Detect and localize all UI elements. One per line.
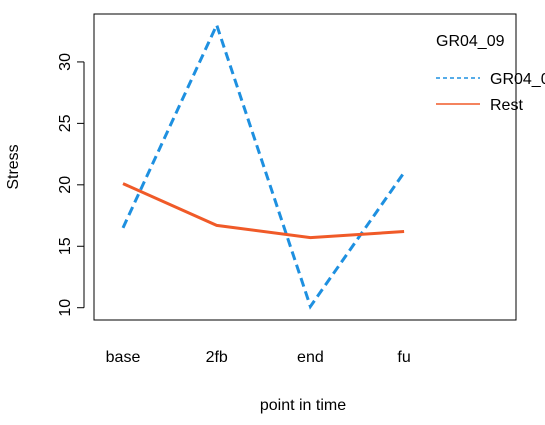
y-tick-label: 30: [57, 53, 74, 71]
x-axis-label: point in time: [260, 397, 346, 414]
x-tick-label: 2fb: [206, 349, 228, 366]
y-tick-label: 15: [57, 237, 74, 255]
y-axis-label: Stress: [5, 144, 22, 189]
series-line: [121, 20, 406, 310]
legend-label: Rest: [490, 97, 523, 114]
x-tick-label: fu: [397, 349, 410, 366]
legend-label: GR04_09: [490, 71, 545, 88]
legend-title: GR04_09: [436, 33, 505, 50]
x-tick-label: base: [106, 349, 141, 366]
y-tick-label: 25: [57, 114, 74, 132]
plot-frame: [93, 13, 517, 321]
series-line: [122, 182, 405, 240]
y-tick-label: 10: [57, 299, 74, 317]
y-tick-label: 20: [57, 176, 74, 194]
x-tick-label: end: [297, 349, 324, 366]
